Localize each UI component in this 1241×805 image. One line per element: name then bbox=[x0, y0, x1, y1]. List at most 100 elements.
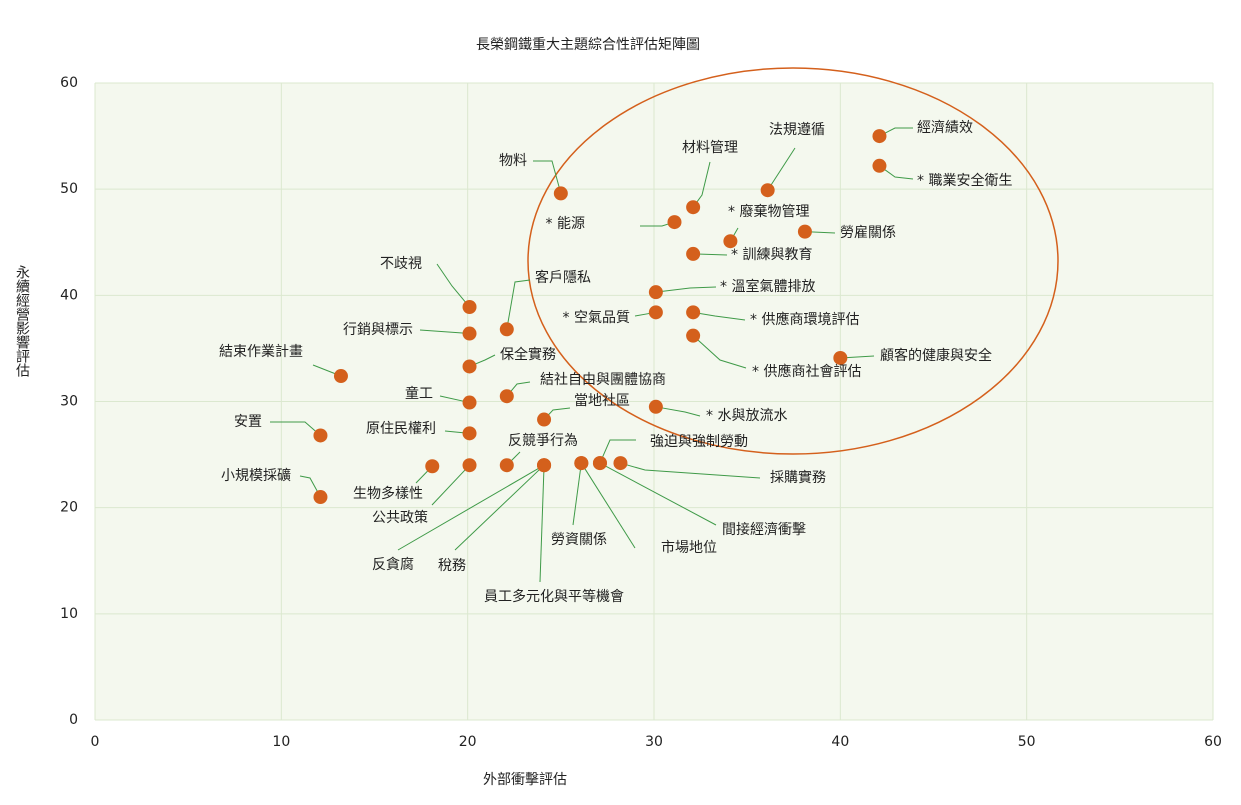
point-label: 反競爭行為 bbox=[508, 433, 578, 449]
point bbox=[648, 399, 663, 414]
point-label: 物料 bbox=[499, 153, 527, 169]
leader-line bbox=[431, 464, 470, 506]
leader-line bbox=[454, 464, 545, 551]
leader-line bbox=[299, 475, 321, 498]
y-tick-label: 0 bbox=[69, 712, 78, 728]
point bbox=[462, 458, 477, 473]
point bbox=[613, 456, 628, 471]
points bbox=[313, 129, 887, 505]
point-label: 保全實務 bbox=[500, 346, 556, 363]
point-label: * 能源 bbox=[546, 216, 585, 232]
point bbox=[537, 412, 552, 427]
x-tick-label: 50 bbox=[1018, 734, 1036, 750]
point bbox=[499, 322, 514, 337]
point-label: 勞雇關係 bbox=[840, 224, 896, 241]
point bbox=[499, 389, 514, 404]
point-label: 採購實務 bbox=[770, 469, 826, 486]
leader-line bbox=[580, 462, 636, 549]
point bbox=[686, 305, 701, 320]
point-label: * 供應商環境評估 bbox=[750, 311, 859, 328]
y-tick-label: 40 bbox=[60, 287, 78, 303]
leader-line bbox=[693, 311, 746, 321]
leader-line bbox=[655, 286, 717, 293]
leaders bbox=[270, 127, 914, 583]
point-label: 客戶隱私 bbox=[535, 269, 591, 286]
point bbox=[686, 328, 701, 343]
point bbox=[872, 158, 887, 173]
point-label: * 水與放流水 bbox=[706, 408, 787, 424]
point-label: 當地社區 bbox=[574, 393, 630, 409]
point-label: 法規遵循 bbox=[769, 121, 825, 138]
point-label: 反貪腐 bbox=[372, 556, 414, 573]
y-tick-label: 20 bbox=[60, 500, 78, 516]
point-label: 公共政策 bbox=[372, 509, 428, 526]
leader-line bbox=[533, 160, 562, 194]
y-tick-label: 10 bbox=[60, 606, 78, 622]
y-axis-label: 永續經營影響評估 bbox=[14, 265, 30, 377]
point-label: * 廢棄物管理 bbox=[728, 203, 809, 220]
point bbox=[462, 395, 477, 410]
point bbox=[313, 490, 328, 505]
point bbox=[462, 326, 477, 341]
x-axis-label: 外部衝擊評估 bbox=[483, 771, 567, 788]
point-label: * 溫室氣體排放 bbox=[720, 278, 815, 295]
point bbox=[462, 426, 477, 441]
point-label: 強迫與強制勞動 bbox=[650, 434, 748, 450]
y-tick-label: 30 bbox=[60, 394, 78, 410]
leader-line bbox=[599, 462, 717, 526]
leader-line bbox=[419, 329, 470, 335]
leader-line bbox=[655, 406, 701, 417]
point-label: 安置 bbox=[234, 414, 262, 430]
point-label: * 訓練與教育 bbox=[731, 247, 812, 263]
point-label: 顧客的健康與安全 bbox=[880, 347, 992, 364]
highlight-ellipse bbox=[527, 67, 1059, 455]
leader-line bbox=[599, 439, 636, 464]
point bbox=[425, 459, 440, 474]
point bbox=[686, 200, 701, 215]
point-label: 材料管理 bbox=[682, 140, 738, 156]
x-tick-label: 20 bbox=[459, 734, 477, 750]
leader-line bbox=[539, 465, 545, 583]
point-label: 經濟績效 bbox=[917, 120, 973, 136]
point bbox=[462, 359, 477, 374]
point bbox=[648, 285, 663, 300]
point-label: 員工多元化與平等機會 bbox=[484, 588, 624, 605]
leader-line bbox=[767, 147, 796, 191]
point bbox=[760, 183, 775, 198]
point bbox=[833, 350, 848, 365]
point-label: * 職業安全衛生 bbox=[917, 172, 1012, 189]
point bbox=[574, 456, 589, 471]
leader-line bbox=[692, 335, 747, 369]
leader-line bbox=[397, 464, 545, 551]
point-label: 結社自由與團體協商 bbox=[540, 372, 666, 388]
point bbox=[462, 300, 477, 315]
point bbox=[686, 246, 701, 261]
point bbox=[797, 224, 812, 239]
point-label: 稅務 bbox=[438, 558, 466, 574]
leader-line bbox=[436, 263, 470, 308]
x-tick-label: 30 bbox=[645, 734, 663, 750]
point bbox=[648, 305, 663, 320]
x-tick-label: 40 bbox=[831, 734, 849, 750]
x-tick-label: 0 bbox=[91, 734, 100, 750]
leader-line bbox=[572, 463, 582, 526]
point-label: * 供應商社會評估 bbox=[752, 363, 861, 380]
point bbox=[667, 215, 682, 230]
point bbox=[592, 456, 607, 471]
point-label: 童工 bbox=[405, 385, 433, 402]
leader-line bbox=[506, 279, 531, 330]
point-label: 原住民權利 bbox=[366, 421, 436, 437]
point bbox=[333, 369, 348, 384]
chart-title: 長榮鋼鐵重大主題綜合性評估矩陣圖 bbox=[476, 36, 700, 53]
point-label: 間接經濟衝擊 bbox=[722, 521, 806, 538]
point bbox=[872, 129, 887, 144]
point-label: * 空氣品質 bbox=[563, 310, 630, 326]
y-tick-label: 60 bbox=[60, 75, 78, 91]
point-label: 勞資關係 bbox=[551, 532, 607, 548]
point bbox=[313, 428, 328, 443]
x-tick-label: 60 bbox=[1204, 734, 1222, 750]
point-label: 結束作業計畫 bbox=[219, 344, 303, 360]
point-label: 小規模採礦 bbox=[221, 467, 291, 484]
point bbox=[499, 458, 514, 473]
